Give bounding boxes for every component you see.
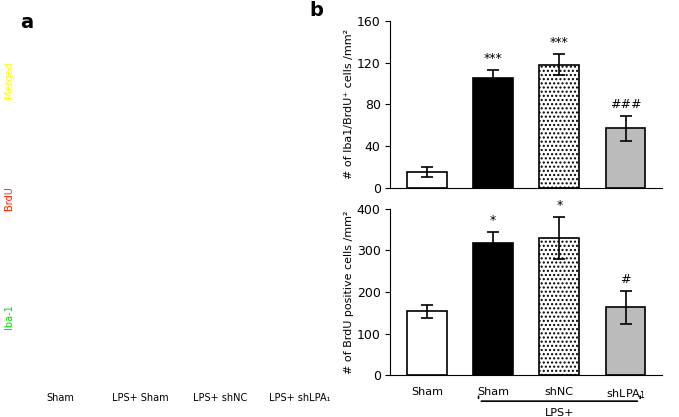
Text: *: *: [490, 214, 496, 227]
Text: LPS+ Sham: LPS+ Sham: [112, 393, 168, 403]
Text: LPS+ shNC: LPS+ shNC: [193, 393, 247, 403]
Text: Sham: Sham: [46, 393, 74, 403]
Bar: [540, 238, 579, 375]
Bar: [606, 307, 646, 375]
Text: #: #: [621, 273, 631, 286]
Bar: [540, 65, 579, 188]
Text: LPS+ shLPA₁: LPS+ shLPA₁: [269, 393, 331, 403]
Text: Iba-1: Iba-1: [4, 304, 14, 329]
Bar: [407, 172, 447, 188]
Text: LPS+: LPS+: [545, 408, 574, 417]
Text: ***: ***: [550, 36, 569, 49]
Text: a: a: [20, 13, 33, 32]
Bar: [407, 311, 447, 375]
Text: *: *: [556, 199, 562, 212]
Text: ###: ###: [610, 98, 642, 111]
Text: Merged: Merged: [4, 62, 14, 98]
Bar: [606, 128, 646, 188]
Text: ***: ***: [483, 52, 502, 65]
Text: Sham: Sham: [477, 387, 509, 397]
Text: shLPA$_1$: shLPA$_1$: [606, 387, 646, 401]
Y-axis label: # of BrdU positive cells /mm²: # of BrdU positive cells /mm²: [344, 210, 354, 374]
Bar: [473, 78, 513, 188]
Bar: [473, 243, 513, 375]
Text: b: b: [309, 1, 323, 20]
Text: shNC: shNC: [545, 387, 574, 397]
Text: Sham: Sham: [411, 387, 443, 397]
Text: BrdU: BrdU: [4, 186, 14, 210]
Y-axis label: # of Iba1/BrdU⁺ cells /mm²: # of Iba1/BrdU⁺ cells /mm²: [344, 29, 354, 179]
